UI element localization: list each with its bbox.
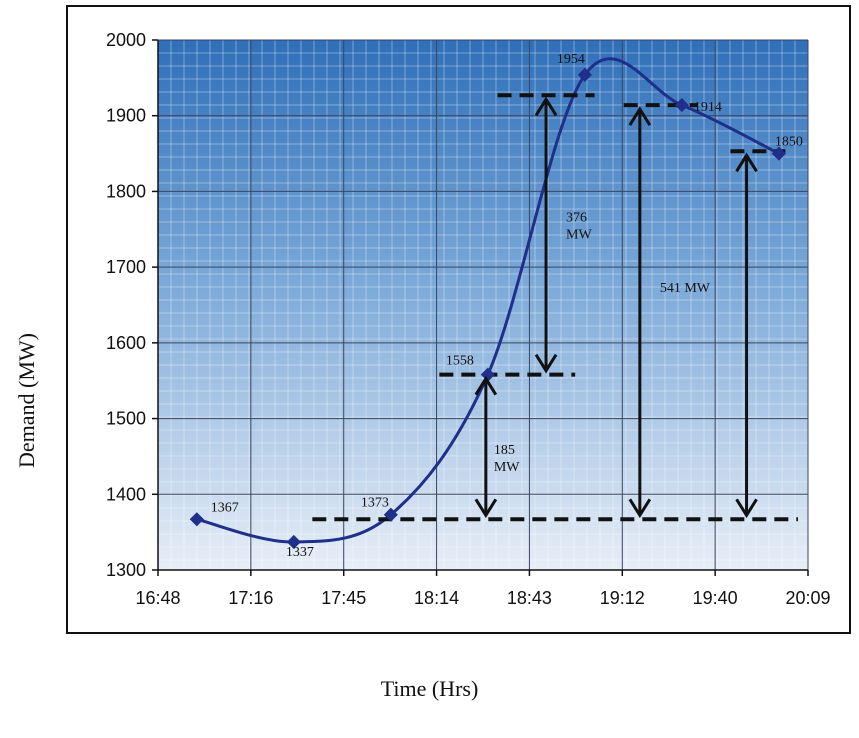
x-tick-label: 20:09 [785, 588, 830, 608]
x-tick-label: 18:43 [507, 588, 552, 608]
arrow-head-down [474, 498, 498, 519]
chart-frame: 16:48 17:16 17:45 18:14 18:43 19:12 19:40 20:09… [66, 5, 851, 634]
arrow-head-up [628, 106, 652, 126]
y-tick-label: 1900 [106, 106, 146, 126]
x-tick-label: 19:40 [693, 588, 738, 608]
x-tick-label: 17:45 [321, 588, 366, 608]
x-tick-label: 19:12 [600, 588, 645, 608]
x-tick-label: 16:48 [135, 588, 180, 608]
y-tick-label: 1600 [106, 333, 146, 353]
y-tick-label: 1300 [106, 560, 146, 580]
y-axis-label: Demand (MW) [14, 332, 39, 468]
arrow-annotation-label: 541 MW [660, 281, 711, 296]
data-point-label: 1367 [211, 500, 239, 515]
arrow-annotation-label: 185 [494, 443, 515, 458]
data-point-marker [383, 507, 398, 522]
data-point-label: 1914 [694, 100, 722, 115]
data-point-marker [286, 534, 301, 550]
data-point-marker [674, 98, 689, 113]
arrow-head-up [735, 152, 758, 173]
y-tick-label: 1400 [106, 484, 146, 504]
arrow-head-down [628, 498, 652, 519]
arrow-head-up [474, 375, 498, 396]
data-point-label: 1954 [557, 52, 585, 67]
arrow-annotation-label: MW [494, 460, 520, 475]
y-tick-label: 1800 [106, 181, 146, 201]
arrow-head-down [735, 498, 758, 519]
data-point-label: 1337 [286, 545, 314, 560]
arrow-head-up [534, 96, 558, 117]
arrow-annotation-label: MW [566, 227, 592, 242]
data-point-marker [480, 367, 495, 382]
y-tick-label: 2000 [106, 30, 146, 50]
arrow-annotation-label: 376 [566, 210, 587, 225]
y-tick-label: 1500 [106, 409, 146, 429]
plot-background [158, 40, 808, 570]
x-tick-label: 18:14 [414, 588, 459, 608]
data-point-label: 1850 [775, 135, 803, 150]
arrow-head-down [534, 353, 558, 374]
data-point-marker [577, 67, 592, 82]
data-point-label: 1558 [446, 354, 474, 369]
data-point-label: 1373 [361, 496, 389, 511]
x-axis-label: Time (Hrs) [380, 676, 479, 701]
data-point-marker [189, 512, 204, 527]
y-tick-label: 1700 [106, 257, 146, 277]
x-tick-label: 17:16 [228, 588, 273, 608]
data-point-marker [771, 146, 786, 161]
line-chart: 16:48 17:16 17:45 18:14 18:43 19:12 19:40 20:09… [106, 30, 831, 608]
demand-series-line [196, 57, 780, 544]
